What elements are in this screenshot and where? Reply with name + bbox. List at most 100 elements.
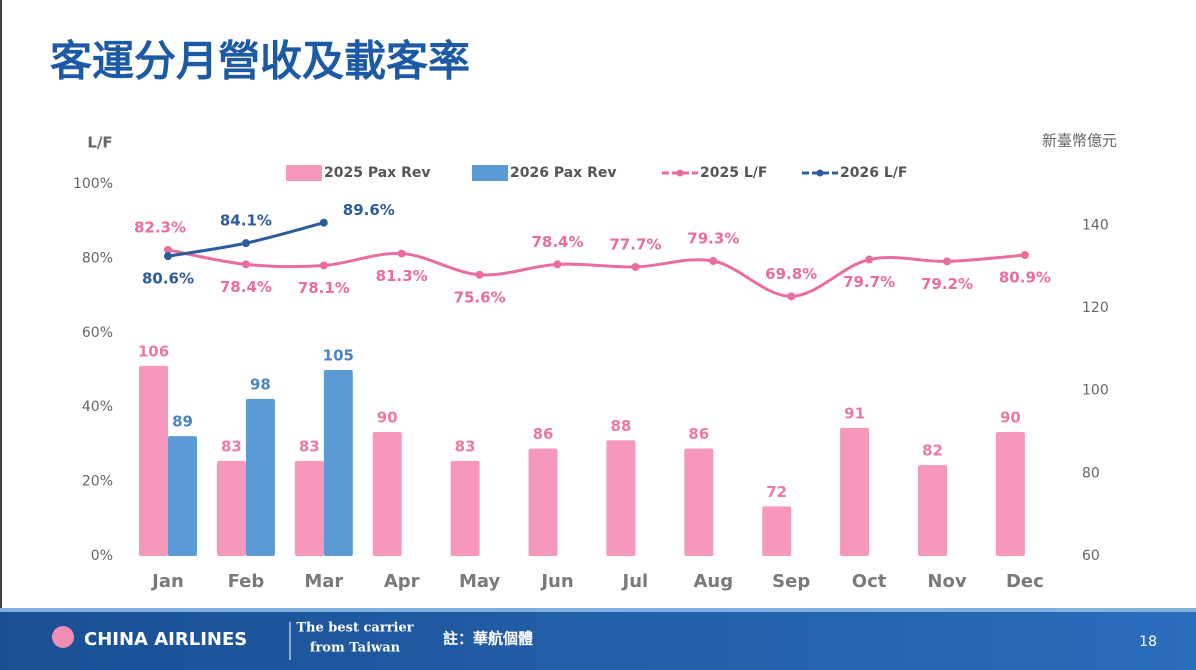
- y-tick-label: 40%: [82, 399, 113, 415]
- x-tick-label: Jan: [150, 571, 184, 592]
- logo: [52, 626, 74, 648]
- line-marker: [164, 245, 172, 254]
- y-axis-label: L/F: [87, 134, 112, 152]
- bar-label: 86: [688, 425, 709, 443]
- bar: [168, 436, 197, 556]
- bar-label: 90: [1000, 409, 1021, 427]
- footer-slogan: from Taiwan: [310, 641, 401, 656]
- line-marker: [241, 260, 250, 269]
- x-tick-label: Jun: [539, 571, 573, 592]
- line-marker: [164, 252, 172, 261]
- footer-band: [0, 612, 1196, 670]
- bar-label: 83: [299, 437, 320, 455]
- chart-title: 客運分月營收及載客率: [50, 37, 470, 86]
- bar-label: 91: [844, 404, 865, 422]
- bar: [528, 448, 558, 556]
- bar: [294, 460, 324, 556]
- x-tick-label: Sep: [772, 571, 810, 592]
- x-tick-label: Oct: [852, 571, 887, 592]
- y-tick-label: 80%: [82, 250, 113, 266]
- bar: [216, 460, 246, 556]
- y-tick-label: 60%: [82, 325, 113, 341]
- line-label: 78.1%: [298, 279, 350, 297]
- page-number: 18: [1139, 634, 1157, 650]
- bar: [323, 370, 353, 556]
- left-edge: [0, 0, 2, 612]
- bar: [139, 365, 168, 556]
- y2-axis-label: 新臺幣億元: [1042, 132, 1117, 150]
- bar-label: 90: [377, 409, 398, 427]
- bar-label: 86: [533, 425, 554, 443]
- line-label: 79.7%: [843, 273, 895, 291]
- bar: [245, 398, 275, 556]
- y2-tick-label: 100: [1082, 383, 1109, 399]
- bar: [684, 448, 714, 556]
- x-tick-label: Dec: [1006, 571, 1044, 592]
- bar: [450, 460, 480, 556]
- line-marker: [397, 249, 406, 258]
- legend-swatch: [472, 165, 508, 181]
- bar-label: 83: [455, 437, 476, 455]
- line-label: 80.9%: [999, 269, 1051, 287]
- bar: [606, 440, 636, 556]
- bar-label: 82: [922, 442, 943, 460]
- y-tick-label: 100%: [73, 176, 113, 192]
- line-marker: [631, 262, 640, 271]
- bar-label: 106: [138, 342, 169, 360]
- line: [167, 248, 1026, 298]
- y2-tick-label: 80: [1082, 465, 1100, 481]
- line-label: 79.2%: [921, 275, 973, 293]
- y2-tick-label: 140: [1082, 217, 1109, 233]
- x-tick-label: Mar: [304, 571, 343, 592]
- y2-tick-label: 120: [1082, 300, 1109, 316]
- x-tick-label: Jul: [621, 571, 649, 592]
- line-label: 80.6%: [142, 270, 194, 288]
- y-tick-label: 20%: [82, 474, 113, 490]
- legend-swatch: [286, 165, 322, 181]
- footer-brand: CHINA AIRLINES: [84, 629, 247, 650]
- bar: [372, 432, 402, 556]
- bar-label: 89: [172, 413, 193, 431]
- line-label: 78.4%: [531, 233, 583, 251]
- legend-label: 2025 L/F: [700, 165, 767, 181]
- bar-label: 72: [766, 483, 787, 501]
- bar-label: 105: [323, 347, 354, 365]
- line-marker: [787, 292, 796, 301]
- bar: [918, 465, 947, 556]
- legend-label: 2026 L/F: [840, 165, 907, 181]
- y-tick-label: 0%: [91, 548, 113, 564]
- line-marker: [319, 218, 328, 227]
- footer-note: 註：華航個體: [443, 630, 533, 648]
- legend-label: 2026 Pax Rev: [510, 165, 616, 181]
- legend-swatch: [816, 169, 824, 177]
- bar-label: 88: [610, 417, 631, 435]
- legend-swatch: [676, 169, 684, 177]
- line-label: 89.6%: [343, 201, 395, 219]
- x-tick-label: May: [459, 571, 501, 592]
- line-marker: [241, 239, 250, 248]
- line-marker: [1020, 251, 1029, 260]
- line-label: 82.3%: [134, 218, 186, 236]
- line-marker: [553, 260, 562, 269]
- bar-label: 98: [250, 375, 271, 393]
- line-label: 75.6%: [454, 288, 506, 306]
- line-label: 69.8%: [765, 265, 817, 283]
- legend-label: 2025 Pax Rev: [324, 165, 430, 181]
- bar: [762, 506, 792, 556]
- x-tick-label: Aug: [693, 571, 733, 592]
- y2-tick-label: 60: [1082, 548, 1100, 564]
- bar: [840, 427, 870, 556]
- bar: [995, 432, 1025, 556]
- line-marker: [475, 270, 484, 279]
- bar-label: 83: [221, 437, 242, 455]
- x-tick-label: Nov: [927, 571, 966, 592]
- line-label: 79.3%: [687, 230, 739, 248]
- x-tick-label: Apr: [384, 571, 420, 592]
- line-marker: [943, 257, 951, 266]
- footer-stripe: [0, 608, 1196, 612]
- line-label: 84.1%: [220, 212, 272, 230]
- line-label: 78.4%: [220, 278, 272, 296]
- line-marker: [709, 257, 718, 266]
- line-label: 81.3%: [376, 267, 428, 285]
